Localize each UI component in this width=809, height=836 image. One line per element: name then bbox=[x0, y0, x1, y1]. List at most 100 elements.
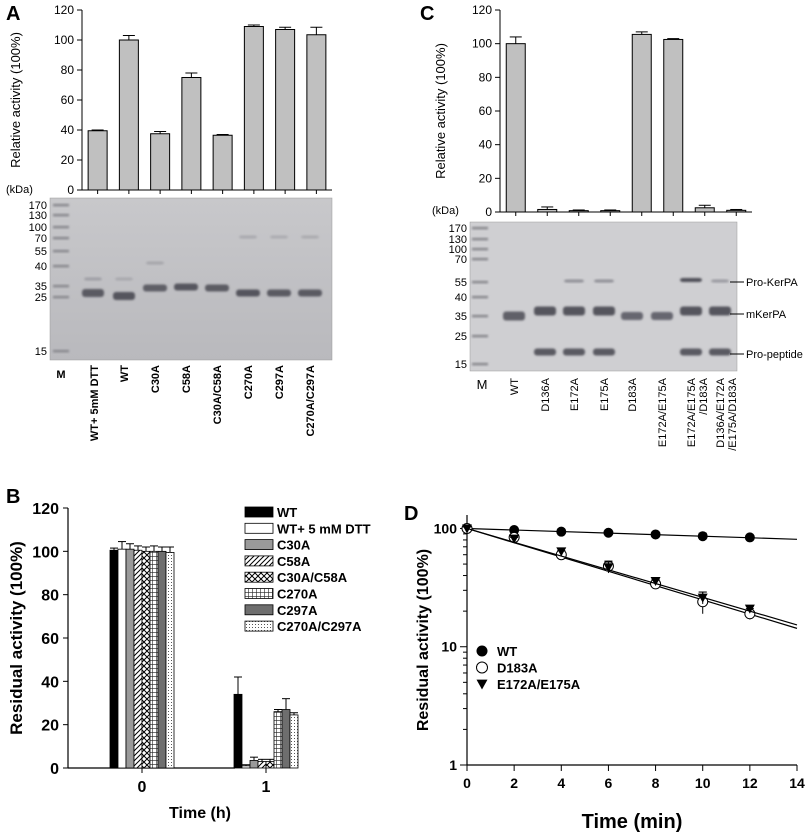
gel-lane-label: M bbox=[477, 377, 488, 392]
gel-lane-label: C58A bbox=[181, 365, 193, 393]
marker-band bbox=[53, 213, 69, 217]
bar bbox=[181, 77, 202, 191]
protein-band bbox=[113, 292, 135, 300]
y-tick-label: 80 bbox=[41, 588, 59, 605]
legend-entry: C297A bbox=[277, 603, 318, 618]
kda-marker-label: 15 bbox=[35, 346, 47, 358]
legend-entry: WT bbox=[277, 505, 297, 520]
protein-band bbox=[593, 306, 615, 316]
legend-entry: WT+ 5 mM DTT bbox=[277, 521, 371, 536]
x-axis-title: Time (h) bbox=[169, 805, 231, 822]
gel-lane-label: M bbox=[56, 369, 65, 381]
y-tick-label: 40 bbox=[479, 138, 493, 152]
y-tick-label: 80 bbox=[61, 63, 75, 77]
bar bbox=[125, 548, 135, 769]
fit-line bbox=[466, 527, 798, 626]
x-tick-label: 0 bbox=[463, 775, 471, 791]
gel-lane-label: WT+ 5mM DTT bbox=[89, 365, 101, 441]
marker-band bbox=[472, 362, 488, 366]
gel-lane-label: C270A bbox=[243, 365, 255, 399]
fit-line bbox=[466, 527, 798, 540]
gel-lane-label: D183A bbox=[627, 377, 639, 411]
legend-swatch bbox=[244, 506, 274, 518]
x-tick-label: 6 bbox=[605, 775, 613, 791]
data-point bbox=[603, 563, 614, 573]
bar bbox=[243, 26, 264, 191]
protein-band bbox=[593, 348, 615, 356]
kda-marker-label: 25 bbox=[35, 292, 47, 304]
kda-marker-label: 170 bbox=[29, 200, 47, 212]
protein-band bbox=[651, 312, 673, 320]
y-tick-label: 120 bbox=[32, 501, 59, 518]
data-point bbox=[744, 604, 755, 614]
bar bbox=[275, 29, 296, 191]
band-annotation: mKerPA bbox=[746, 309, 787, 321]
gel-lane-label: D136A/E172A bbox=[715, 377, 727, 447]
chart-panel-b: 0 20 40 60 80 100 120 0 1 Time (h) Residual activi… bbox=[7, 501, 371, 822]
y-tick-label: 0 bbox=[67, 183, 74, 197]
kda-marker-label: 70 bbox=[35, 233, 47, 245]
legend-marker bbox=[476, 679, 488, 690]
x-tick-label: 1 bbox=[262, 779, 271, 796]
kda-unit-label: (kDa) bbox=[432, 205, 459, 217]
legend-entry: WT bbox=[497, 644, 517, 659]
bar bbox=[109, 549, 119, 769]
bar bbox=[265, 761, 275, 769]
bar bbox=[726, 209, 747, 213]
panel-label-b: B bbox=[6, 486, 20, 508]
x-axis-title: Time (min) bbox=[582, 811, 683, 833]
bar bbox=[117, 548, 127, 769]
legend-entry: C270A bbox=[277, 587, 318, 602]
y-tick-label: 0 bbox=[485, 205, 492, 219]
x-tick-label: 12 bbox=[742, 775, 758, 791]
gel-lane-label: E172A bbox=[569, 377, 581, 411]
data-point bbox=[556, 547, 567, 557]
bar bbox=[505, 43, 526, 213]
marker-band bbox=[472, 237, 488, 241]
bar bbox=[249, 760, 259, 769]
protein-band bbox=[146, 261, 164, 265]
bar bbox=[157, 550, 167, 769]
bar bbox=[568, 210, 589, 213]
y-tick-label: 1 bbox=[449, 757, 457, 773]
x-tick-label: 2 bbox=[510, 775, 518, 791]
marker-band bbox=[53, 203, 69, 207]
protein-band bbox=[298, 289, 322, 297]
kda-marker-label: 40 bbox=[35, 261, 47, 273]
y-tick-label: 60 bbox=[41, 631, 59, 648]
bar bbox=[133, 549, 143, 769]
chart-panel-c: 0 20 40 60 80 100 120 Relative activity (100%) bbox=[433, 3, 752, 219]
gel-lane-label: /D183A bbox=[698, 377, 710, 414]
data-point bbox=[697, 531, 708, 542]
kda-marker-label: 70 bbox=[455, 254, 467, 266]
gel-lane-label: WT bbox=[119, 365, 131, 382]
protein-band bbox=[711, 279, 729, 283]
protein-band bbox=[534, 306, 556, 316]
gel-lane-label: D136A bbox=[540, 377, 552, 411]
band-annotation: Pro-KerPA bbox=[746, 277, 798, 289]
legend-swatch bbox=[244, 555, 274, 567]
marker-band bbox=[472, 257, 488, 261]
protein-band bbox=[563, 348, 585, 356]
data-point bbox=[462, 524, 472, 534]
y-tick-label: 20 bbox=[61, 153, 75, 167]
bar bbox=[600, 210, 621, 213]
y-tick-label: 10 bbox=[441, 639, 457, 655]
panel-label-a: A bbox=[6, 3, 20, 25]
data-point bbox=[744, 532, 755, 543]
bar bbox=[631, 33, 652, 213]
kda-marker-label: 100 bbox=[449, 244, 467, 256]
kda-marker-label: 130 bbox=[449, 234, 467, 246]
protein-band bbox=[503, 311, 525, 321]
y-tick-label: 20 bbox=[479, 171, 493, 185]
protein-band bbox=[534, 348, 556, 356]
kda-marker-label: 40 bbox=[455, 292, 467, 304]
gel-lane-label: E175A bbox=[599, 377, 611, 411]
protein-band bbox=[174, 283, 198, 291]
data-point bbox=[697, 593, 708, 603]
bar bbox=[165, 552, 175, 769]
kda-marker-label: 55 bbox=[455, 277, 467, 289]
bar bbox=[289, 714, 299, 769]
protein-band bbox=[709, 348, 731, 356]
